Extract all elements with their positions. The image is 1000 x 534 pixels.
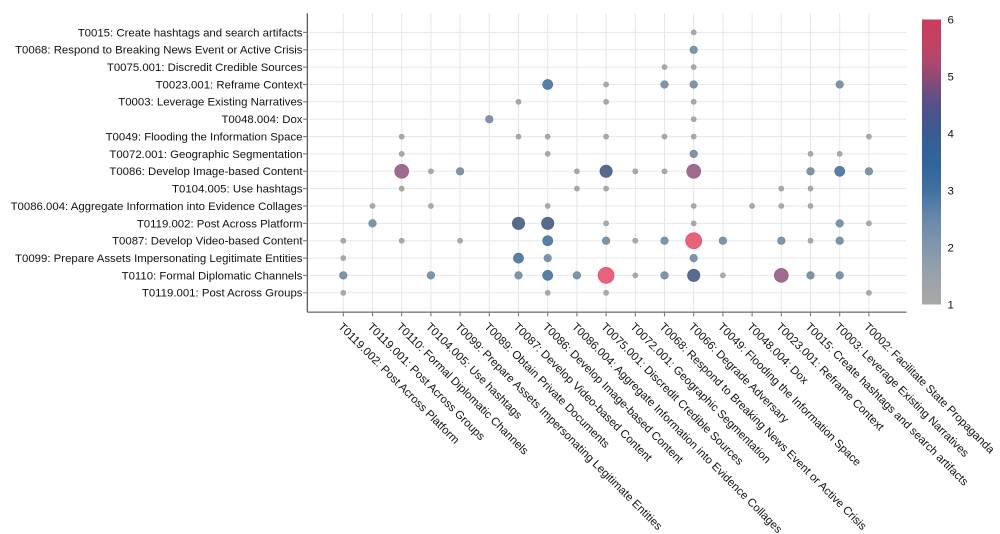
svg-text:T0110: Formal Diplomatic Chann: T0110: Formal Diplomatic Channels	[122, 270, 303, 282]
svg-text:T0003: Leverage Existing Narra: T0003: Leverage Existing Narratives	[118, 97, 303, 109]
svg-text:T0068: Respond to Breaking New: T0068: Respond to Breaking News Event or…	[15, 45, 303, 57]
svg-text:T0119.001: Post Across Groups: T0119.001: Post Across Groups	[142, 288, 303, 300]
svg-text:T0104.005: Use hashtags: T0104.005: Use hashtags	[172, 184, 303, 196]
svg-text:6: 6	[948, 14, 954, 26]
svg-text:T0049: Flooding the Informatio: T0049: Flooding the Information Space	[106, 132, 303, 144]
svg-text:T0048.004: Dox: T0048.004: Dox	[221, 114, 302, 126]
svg-text:2: 2	[948, 242, 954, 254]
svg-text:T0086: Develop Image-based Con: T0086: Develop Image-based Content	[109, 166, 303, 178]
svg-text:T0086.004: Aggregate Informati: T0086.004: Aggregate Information into Ev…	[11, 201, 303, 213]
svg-text:1: 1	[948, 299, 954, 311]
svg-text:T0099: Prepare Assets Imperson: T0099: Prepare Assets Impersonating Legi…	[15, 253, 303, 265]
svg-text:T0015: Create hashtags and sea: T0015: Create hashtags and search artifa…	[78, 27, 303, 39]
svg-text:T0119.002: Post Across Platfor: T0119.002: Post Across Platform	[137, 218, 303, 230]
svg-text:T0023.001: Reframe Context: T0023.001: Reframe Context	[156, 79, 304, 91]
svg-text:T0087: Develop Video-based Con: T0087: Develop Video-based Content	[112, 236, 303, 248]
svg-text:T0072.001: Geographic Segmenta: T0072.001: Geographic Segmentation	[109, 149, 302, 161]
svg-text:3: 3	[948, 185, 954, 197]
svg-text:4: 4	[948, 128, 954, 140]
svg-text:5: 5	[948, 71, 954, 83]
svg-text:T0075.001: Discredit Credible: T0075.001: Discredit Credible Sources	[107, 62, 303, 74]
